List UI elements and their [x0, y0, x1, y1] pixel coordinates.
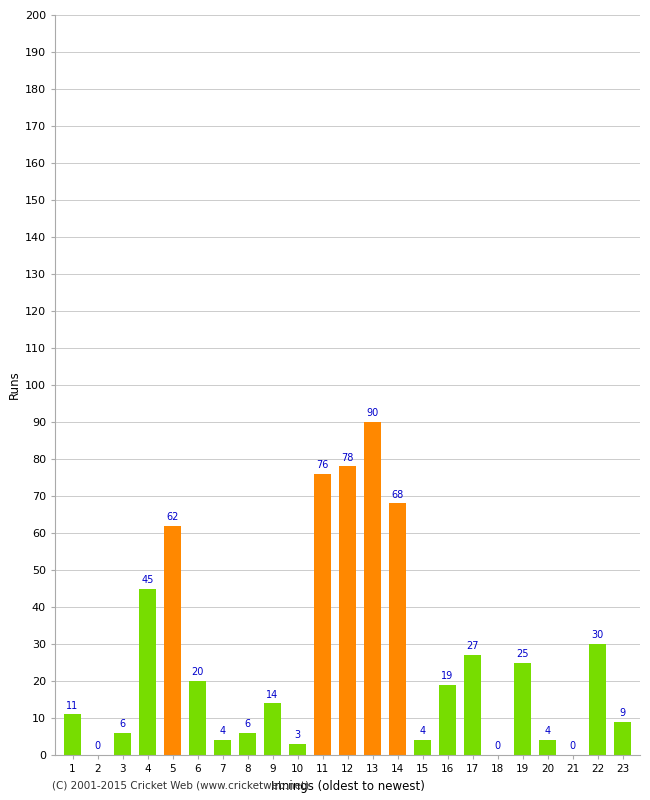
Text: 19: 19 [441, 671, 454, 681]
Text: 25: 25 [516, 649, 528, 659]
Bar [314, 474, 332, 755]
Text: 14: 14 [266, 690, 279, 699]
Text: 62: 62 [166, 512, 179, 522]
Text: 4: 4 [220, 726, 226, 737]
Text: (C) 2001-2015 Cricket Web (www.cricketweb.net): (C) 2001-2015 Cricket Web (www.cricketwe… [52, 781, 309, 790]
Bar [463, 655, 481, 755]
Bar [264, 703, 281, 755]
Bar [339, 466, 356, 755]
Text: 68: 68 [391, 490, 404, 500]
Text: 0: 0 [495, 742, 501, 751]
Text: 9: 9 [619, 708, 625, 718]
Text: 6: 6 [244, 719, 250, 729]
Bar [214, 740, 231, 755]
X-axis label: Innings (oldest to newest): Innings (oldest to newest) [270, 779, 424, 793]
Bar [614, 722, 631, 755]
Text: 0: 0 [569, 742, 575, 751]
Bar [589, 644, 606, 755]
Text: 6: 6 [120, 719, 125, 729]
Y-axis label: Runs: Runs [8, 370, 21, 399]
Bar [114, 733, 131, 755]
Bar [239, 733, 256, 755]
Text: 78: 78 [341, 453, 354, 462]
Bar [188, 681, 206, 755]
Text: 45: 45 [141, 574, 153, 585]
Bar [364, 422, 382, 755]
Bar [514, 662, 531, 755]
Text: 76: 76 [317, 460, 329, 470]
Text: 4: 4 [419, 726, 426, 737]
Text: 27: 27 [466, 642, 479, 651]
Bar [138, 589, 156, 755]
Text: 3: 3 [294, 730, 300, 740]
Bar [414, 740, 431, 755]
Text: 4: 4 [545, 726, 551, 737]
Text: 11: 11 [66, 701, 79, 710]
Bar [539, 740, 556, 755]
Bar [64, 714, 81, 755]
Bar [164, 526, 181, 755]
Text: 0: 0 [94, 742, 101, 751]
Text: 20: 20 [191, 667, 203, 678]
Text: 90: 90 [367, 408, 378, 418]
Bar [389, 503, 406, 755]
Bar [439, 685, 456, 755]
Bar [289, 744, 306, 755]
Text: 30: 30 [592, 630, 604, 640]
